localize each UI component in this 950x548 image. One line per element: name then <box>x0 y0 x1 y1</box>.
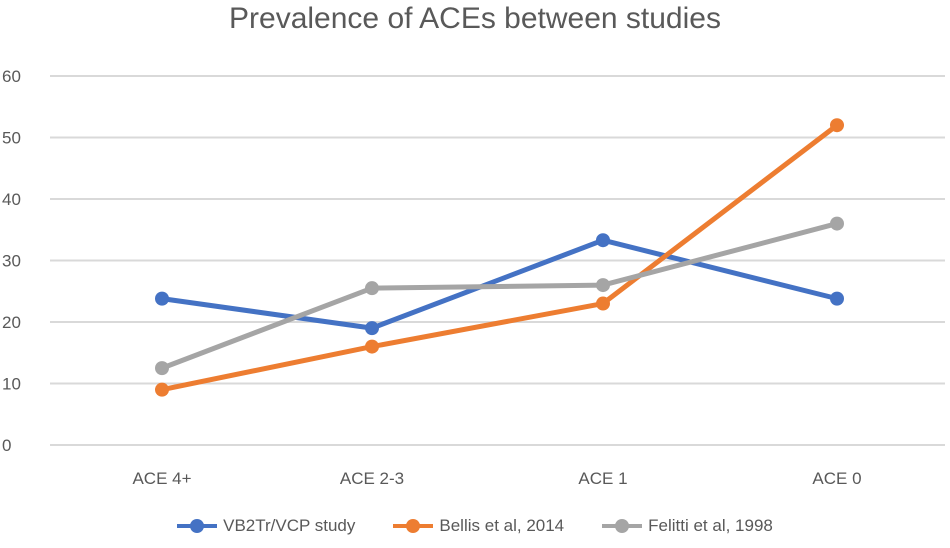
x-tick-label: ACE 2-3 <box>340 469 404 488</box>
legend: VB2Tr/VCP study Bellis et al, 2014 Felitti… <box>0 516 950 536</box>
legend-marker-icon <box>393 519 434 533</box>
series-line <box>161 123 839 393</box>
legend-marker-icon <box>602 519 643 533</box>
y-tick-label: 40 <box>2 190 21 209</box>
y-tick-label: 10 <box>2 375 21 394</box>
legend-label: VB2Tr/VCP study <box>223 516 356 535</box>
data-point <box>596 296 610 311</box>
y-tick-label: 50 <box>2 129 21 148</box>
data-point <box>596 233 610 248</box>
x-tick-label: ACE 1 <box>578 469 627 488</box>
y-tick-label: 20 <box>2 313 21 332</box>
data-point <box>830 118 844 133</box>
series-line <box>161 221 838 371</box>
legend-item: Felitti et al, 1998 <box>602 516 773 536</box>
legend-item: VB2Tr/VCP study <box>177 516 355 536</box>
data-point <box>365 339 379 354</box>
data-point <box>830 216 844 231</box>
legend-label: Bellis et al, 2014 <box>439 516 565 535</box>
x-tick-label: ACE 4+ <box>132 469 191 488</box>
y-tick-label: 60 <box>2 67 21 86</box>
chart-title: Prevalence of ACEs between studies <box>229 2 721 35</box>
data-point <box>596 278 610 293</box>
legend-marker-icon <box>177 519 218 533</box>
data-point <box>155 291 169 306</box>
data-point <box>830 291 844 306</box>
data-point <box>365 321 379 336</box>
data-point <box>365 281 379 296</box>
legend-item: Bellis et al, 2014 <box>393 516 564 536</box>
data-point <box>155 361 169 376</box>
legend-label: Felitti et al, 1998 <box>648 516 773 535</box>
y-tick-label: 0 <box>2 436 11 455</box>
y-tick-label: 30 <box>2 252 21 271</box>
data-point <box>155 382 169 397</box>
x-tick-label: ACE 0 <box>812 469 861 488</box>
